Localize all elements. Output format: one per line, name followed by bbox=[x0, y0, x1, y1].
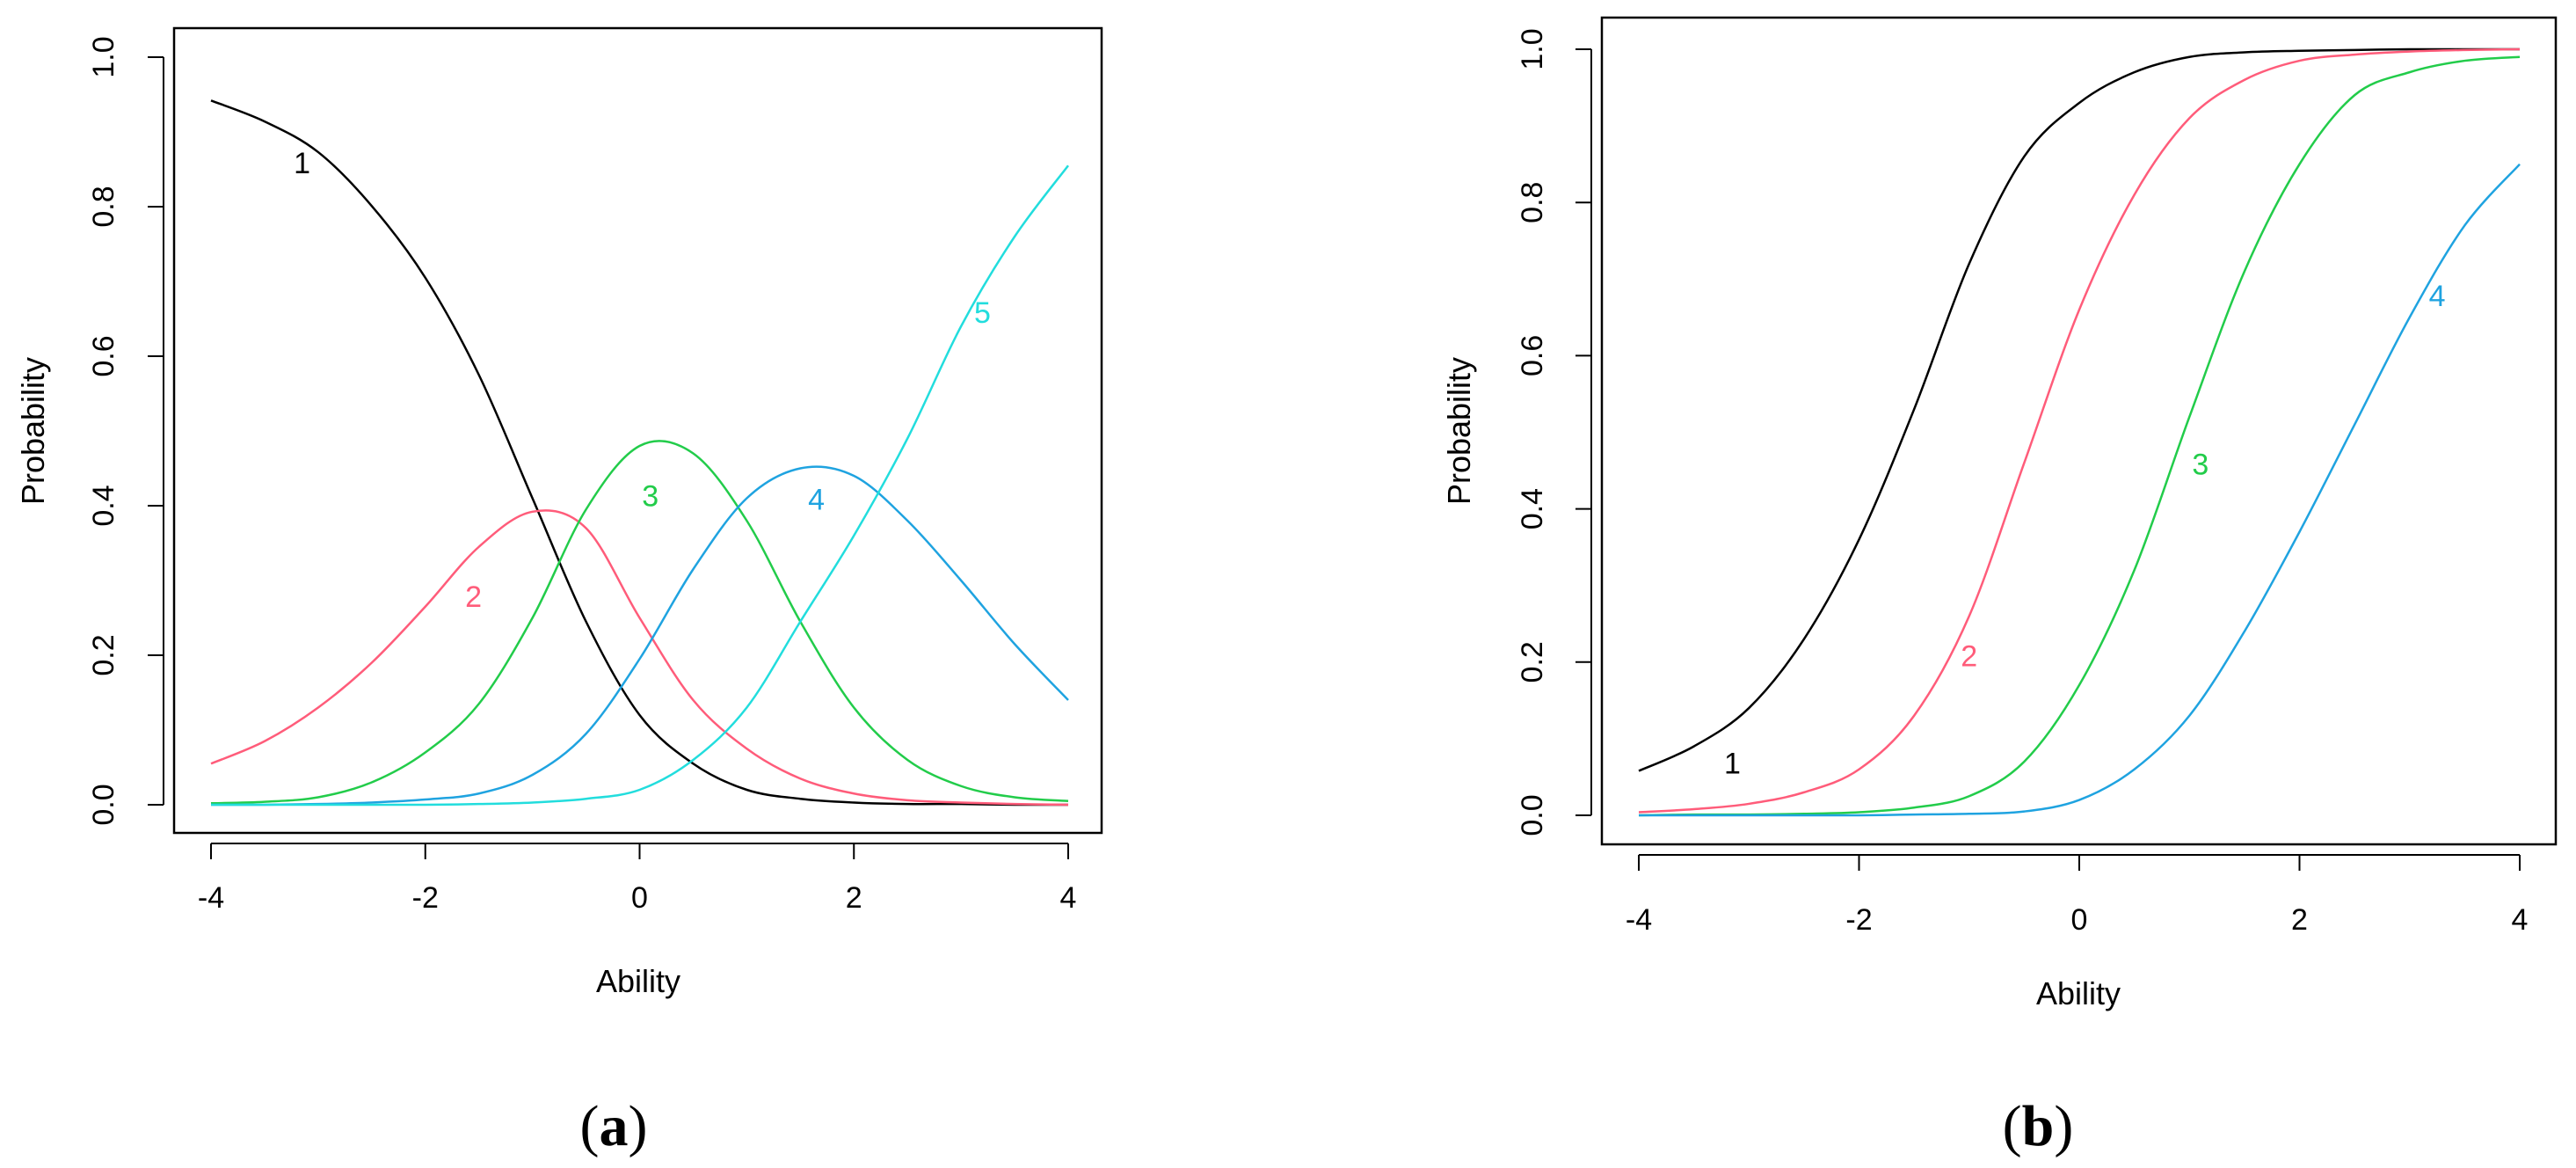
y-tick-label: 0.6 bbox=[1516, 335, 1549, 376]
y-tick-label: 1.0 bbox=[1516, 28, 1549, 69]
series-line-1 bbox=[1638, 47, 2520, 772]
y-tick-label: 0.0 bbox=[87, 784, 120, 825]
series-line-3 bbox=[1638, 55, 2521, 817]
panel-b-x-axis: -4 -2 0 2 4 bbox=[1626, 854, 2529, 937]
panel-b-caption-letter: b bbox=[2022, 1094, 2055, 1158]
panel-b-y-axis: 0.0 0.2 0.4 0.6 0.8 1.0 bbox=[1516, 28, 1592, 836]
x-tick-label: 2 bbox=[846, 881, 862, 915]
series-line-3 bbox=[210, 440, 1069, 805]
series-label-2: 2 bbox=[1961, 639, 1977, 673]
y-tick-label: 1.0 bbox=[87, 36, 120, 77]
panel-a-chart: 1 2 3 4 5 -4 -2 0 2 4 0.0 0.2 0.4 0.6 0.8 1.0 Ability… bbox=[15, 26, 1103, 1158]
panel-b-x-axis-title: Ability bbox=[2036, 975, 2121, 1011]
x-tick-label: 4 bbox=[1060, 881, 1077, 915]
panel-a-x-axis-title: Ability bbox=[596, 963, 680, 999]
x-tick-label: 0 bbox=[2071, 903, 2088, 937]
series-line-4 bbox=[210, 465, 1069, 807]
x-tick-label: -4 bbox=[1626, 903, 1652, 937]
y-tick-label: 0.8 bbox=[1516, 182, 1549, 223]
series-line-2 bbox=[210, 509, 1069, 807]
panel-a-y-axis: 0.0 0.2 0.4 0.6 0.8 1.0 bbox=[87, 36, 164, 826]
y-tick-label: 0.2 bbox=[87, 634, 120, 675]
series-label-4: 4 bbox=[808, 484, 825, 517]
x-tick-label: 0 bbox=[631, 881, 648, 915]
panel-a-caption-letter: a bbox=[600, 1094, 629, 1158]
series-label-1: 1 bbox=[1724, 747, 1741, 780]
series-label-4: 4 bbox=[2429, 280, 2446, 313]
panel-b-y-axis-title: Probability bbox=[1441, 357, 1477, 505]
x-tick-label: 2 bbox=[2291, 903, 2308, 937]
series-label-1: 1 bbox=[294, 147, 310, 180]
x-tick-label: -4 bbox=[198, 881, 224, 915]
panel-b-series-group: 1 2 3 4 bbox=[1638, 47, 2521, 817]
panel-b-caption: (b) bbox=[2003, 1094, 2074, 1158]
series-label-3: 3 bbox=[2192, 449, 2209, 482]
series-line-5 bbox=[211, 164, 1069, 807]
series-label-2: 2 bbox=[465, 580, 482, 614]
panel-a-series-group: 1 2 3 4 5 bbox=[210, 99, 1069, 807]
x-tick-label: -2 bbox=[1845, 903, 1872, 937]
series-line-2 bbox=[1638, 47, 2521, 814]
series-label-3: 3 bbox=[642, 479, 659, 513]
panel-b-plot-frame bbox=[1600, 16, 2558, 846]
y-tick-label: 0.0 bbox=[1516, 794, 1549, 836]
series-line-1 bbox=[210, 99, 1069, 807]
panel-a-y-axis-title: Probability bbox=[15, 357, 51, 505]
series-label-5: 5 bbox=[974, 296, 991, 330]
y-tick-label: 0.8 bbox=[87, 186, 120, 227]
y-tick-label: 0.2 bbox=[1516, 641, 1549, 683]
panel-a-plot-frame bbox=[172, 26, 1103, 835]
x-tick-label: 4 bbox=[2512, 903, 2529, 937]
x-tick-label: -2 bbox=[412, 881, 439, 915]
y-tick-label: 0.4 bbox=[1516, 488, 1549, 529]
y-tick-label: 0.6 bbox=[87, 335, 120, 376]
panel-a-x-axis: -4 -2 0 2 4 bbox=[198, 843, 1077, 915]
series-line-4 bbox=[1639, 163, 2521, 817]
panel-a-caption: (a) bbox=[580, 1094, 648, 1158]
y-tick-label: 0.4 bbox=[87, 485, 120, 526]
